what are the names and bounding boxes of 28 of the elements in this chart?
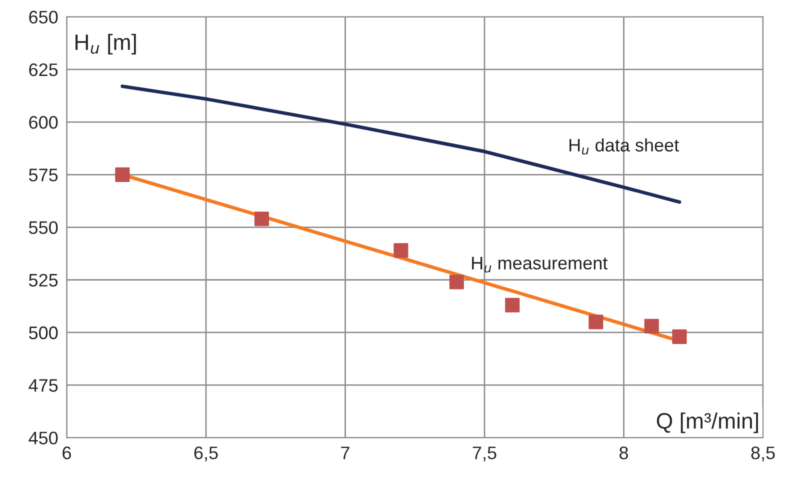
x-tick-label: 7,5 (472, 446, 496, 462)
x-tick-label: 6 (62, 446, 71, 460)
point (254, 212, 269, 226)
point (394, 243, 408, 258)
y-tick-label: 450 (28, 432, 58, 444)
y-axis-title: H$_{u}$ [m] (76, 34, 136, 55)
point (115, 167, 130, 182)
point (644, 318, 659, 334)
y-tick-label: 525 (28, 274, 58, 287)
line-series (120, 84, 682, 204)
point (672, 329, 687, 344)
point (449, 274, 464, 290)
series-label: H$_{u}$ measurement (472, 256, 608, 272)
point (505, 298, 520, 312)
y-tick-label: 600 (29, 116, 58, 129)
y-tick-label: 550 (28, 221, 58, 234)
y-tick-label: 475 (28, 379, 58, 392)
y-tick-label: 575 (28, 168, 58, 182)
x-tick-label: 7 (341, 446, 350, 460)
y-tick-label: 625 (29, 63, 58, 76)
x-tick-label: 8,5 (751, 446, 775, 462)
x-tick-label: 6,5 (194, 446, 218, 462)
x-axis-title: Q [m³/min] (656, 412, 758, 434)
series-label: H$_{u}$ data sheet (570, 138, 679, 155)
y-tick-label: 650 (29, 10, 58, 24)
y-tick-label: 500 (28, 326, 58, 340)
x-tick-label: 8 (620, 446, 628, 460)
point (588, 314, 604, 330)
